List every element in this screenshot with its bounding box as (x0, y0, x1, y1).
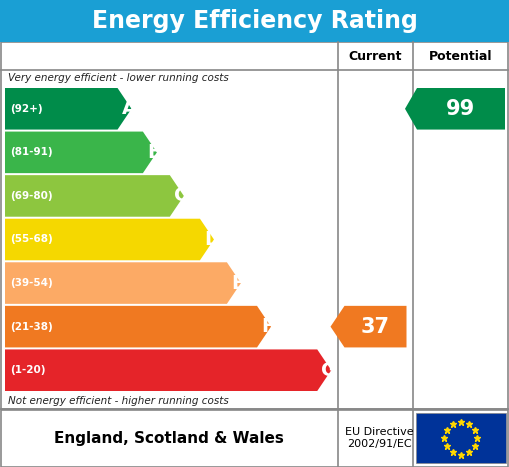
Polygon shape (5, 349, 331, 391)
Polygon shape (5, 306, 271, 347)
Polygon shape (5, 132, 157, 173)
Text: England, Scotland & Wales: England, Scotland & Wales (54, 431, 284, 446)
Text: EU Directive
2002/91/EC: EU Directive 2002/91/EC (345, 427, 414, 449)
Polygon shape (5, 175, 184, 217)
Polygon shape (5, 88, 131, 129)
Text: Energy Efficiency Rating: Energy Efficiency Rating (92, 9, 417, 33)
Bar (416, 413, 506, 463)
Polygon shape (5, 262, 241, 304)
Text: F: F (261, 317, 274, 336)
Polygon shape (330, 306, 407, 347)
Text: Current: Current (349, 50, 402, 63)
Bar (1, 410, 508, 467)
Text: (21-38): (21-38) (10, 322, 53, 332)
Text: Potential: Potential (429, 50, 493, 63)
Polygon shape (405, 88, 505, 129)
Bar (1, 42, 508, 409)
Text: (55-68): (55-68) (10, 234, 53, 245)
Polygon shape (5, 219, 214, 260)
Text: C: C (174, 186, 188, 205)
Bar (0, 0, 509, 42)
Text: A: A (122, 99, 137, 118)
Text: 99: 99 (446, 99, 475, 119)
Text: 37: 37 (361, 317, 390, 337)
Text: (39-54): (39-54) (10, 278, 53, 288)
Text: (1-20): (1-20) (10, 365, 45, 375)
Text: (69-80): (69-80) (10, 191, 52, 201)
Text: E: E (231, 274, 244, 292)
Text: B: B (147, 143, 162, 162)
Text: Very energy efficient - lower running costs: Very energy efficient - lower running co… (8, 73, 229, 83)
Text: (92+): (92+) (10, 104, 43, 114)
Text: G: G (322, 361, 337, 380)
Text: (81-91): (81-91) (10, 148, 52, 157)
Text: D: D (204, 230, 220, 249)
Text: Not energy efficient - higher running costs: Not energy efficient - higher running co… (8, 396, 229, 406)
